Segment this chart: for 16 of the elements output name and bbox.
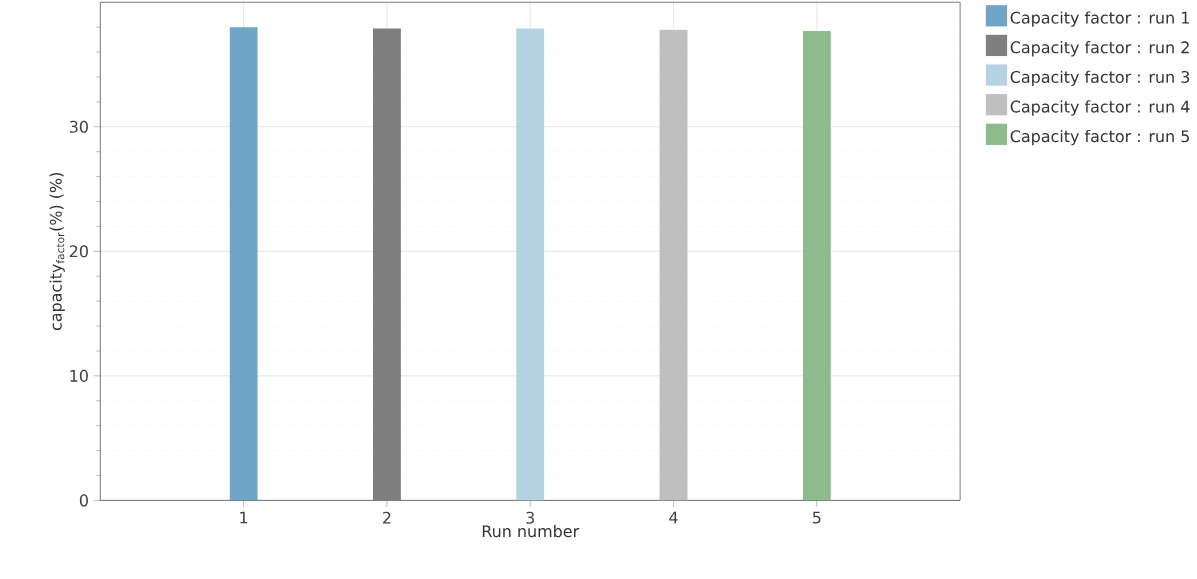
x-tick-label: 4 bbox=[669, 511, 678, 524]
legend-label: Capacity factor : run 2 bbox=[1010, 41, 1189, 57]
legend-label: Capacity factor : run 3 bbox=[1010, 70, 1190, 87]
x-tick-label: 3 bbox=[526, 511, 534, 524]
legend-label: Capacity factor : run 4 bbox=[1010, 100, 1190, 116]
y-tick-label: 20 bbox=[69, 245, 88, 258]
y-tick-label: 0 bbox=[79, 494, 88, 507]
y-axis-title: capacity$_{factor}$(%) (%) bbox=[49, 173, 65, 331]
x-tick-label: 5 bbox=[812, 511, 821, 524]
x-axis-title: Run number bbox=[482, 525, 580, 538]
y-tick-label: 30 bbox=[69, 120, 88, 133]
legend-label: Capacity factor : run 1 bbox=[1010, 11, 1189, 27]
legend-label: Capacity factor : run 5 bbox=[1010, 130, 1189, 146]
y-tick-label: 10 bbox=[70, 369, 88, 382]
x-tick-label: 2 bbox=[383, 511, 391, 524]
x-tick-label: 1 bbox=[240, 511, 248, 524]
